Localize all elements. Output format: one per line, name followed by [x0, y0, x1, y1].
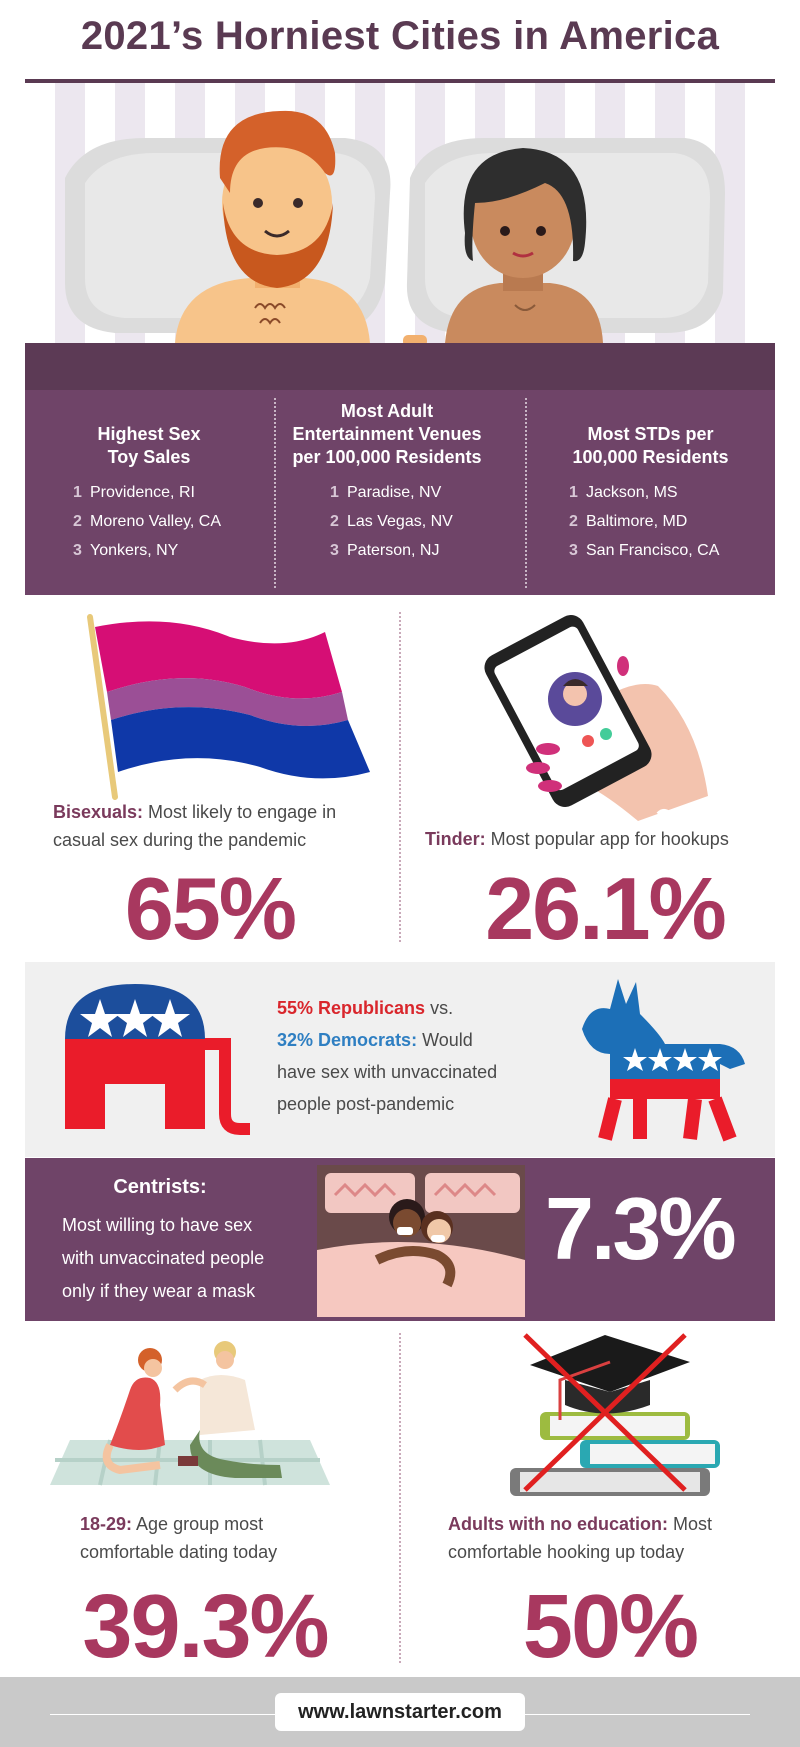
- centrists-stat: 7.3%: [545, 1179, 737, 1278]
- column-heading: per 100,000 Residents: [292, 447, 482, 467]
- bedroom-couple-illustration: [25, 83, 775, 390]
- column-heading: Toy Sales: [107, 447, 191, 467]
- tinder-caption: Tinder: Most popular app for hookups: [425, 829, 729, 849]
- std-column: Most STDs per 100,000 Residents 1 Jackson…: [526, 390, 775, 595]
- masked-couple-illustration: [317, 1165, 525, 1317]
- donkey-icon: [582, 979, 745, 1142]
- graduation-cap-books-icon: [510, 1333, 720, 1496]
- picnic-couple-illustration: [50, 1341, 330, 1486]
- list-item: 1 Providence, RI: [73, 484, 195, 501]
- tinder-stat: 26.1%: [485, 859, 727, 958]
- bisexual-stat: 65%: [124, 859, 297, 958]
- list-item: 1 Paradise, NV: [330, 484, 442, 501]
- centrists-band: Centrists: Most willing to have sex with…: [25, 1158, 775, 1321]
- politics-band: 55% Republicans vs. 32% Democrats: Would…: [25, 962, 775, 1157]
- adult-venues-column: Most Adult Entertainment Venues per 100,…: [275, 390, 499, 595]
- list-item: 3 Paterson, NJ: [330, 542, 440, 559]
- page-title: 2021’s Horniest Cities in America: [80, 14, 720, 58]
- list-item: 3 Yonkers, NY: [73, 542, 179, 559]
- title-divider: [25, 79, 775, 83]
- phone-tinder-icon: [484, 615, 708, 821]
- column-heading: 100,000 Residents: [572, 447, 729, 467]
- list-item: 2 Moreno Valley, CA: [73, 513, 222, 530]
- centrists-title: Centrists:: [113, 1176, 207, 1198]
- column-heading: Most Adult: [340, 401, 434, 421]
- list-item: 2 Baltimore, MD: [569, 513, 688, 530]
- education-stat: 50%: [522, 1577, 699, 1677]
- age-stat: 39.3%: [82, 1577, 329, 1677]
- bisexual-caption: Bisexuals: Most likely to engage in casu…: [53, 802, 337, 850]
- education-caption: Adults with no education: Most comfortab…: [448, 1514, 712, 1562]
- website-link[interactable]: www.lawnstarter.com: [275, 1693, 525, 1731]
- column-heading: Entertainment Venues: [292, 424, 482, 444]
- list-item: 2 Las Vegas, NV: [330, 513, 453, 530]
- list-item: 3 San Francisco, CA: [569, 542, 720, 559]
- elephant-icon: [65, 984, 250, 1135]
- column-heading: Highest Sex: [97, 424, 201, 444]
- footer: www.lawnstarter.com: [0, 1677, 800, 1747]
- column-heading: Most STDs per: [587, 424, 714, 444]
- age-caption: 18-29: Age group most comfortable dating…: [80, 1514, 278, 1562]
- centrists-text: Most willing to have sex with unvaccinat…: [62, 1215, 265, 1301]
- bisexual-flag-icon: [87, 614, 370, 800]
- list-item: 1 Jackson, MS: [569, 484, 678, 501]
- politics-text: 55% Republicans vs. 32% Democrats: Would…: [277, 998, 498, 1114]
